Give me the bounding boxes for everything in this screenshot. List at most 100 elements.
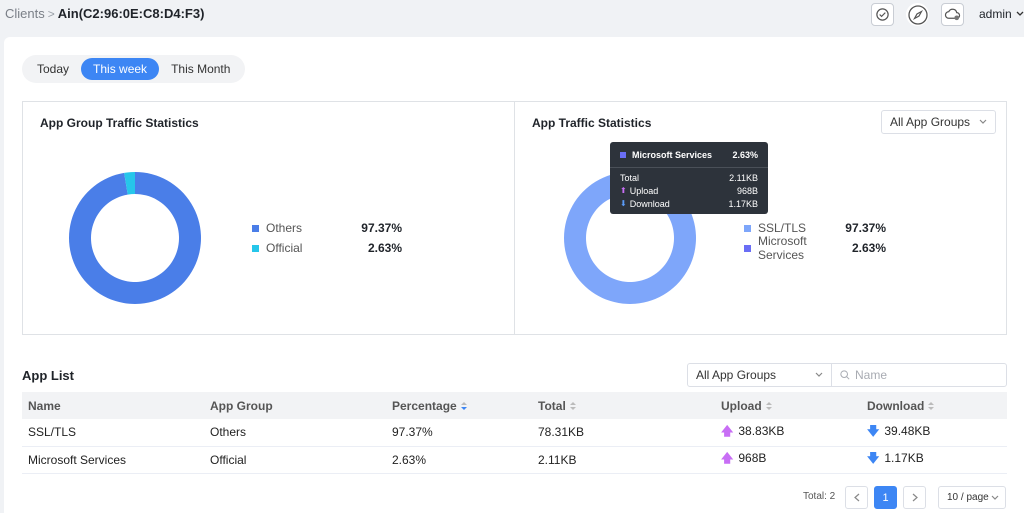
sort-icon[interactable] [928,401,935,411]
pagination-total: Total: 2 [803,491,836,502]
legend-label: SSL/TLS [758,221,807,235]
legend-value: 2.63% [851,241,886,255]
legend-item-official[interactable]: Official 2.63% [252,238,402,258]
pagination-next-button[interactable] [903,486,926,509]
chevron-down-icon [991,495,999,500]
tooltip-value: 968B [736,185,758,196]
tooltip-row-download: ⬇ Download 1.17KB [620,197,758,210]
chevron-left-icon [853,493,859,502]
legend-item-ssl-tls[interactable]: SSL/TLS 97.37% [744,218,886,238]
diagnose-icon [876,8,889,21]
chevron-right-icon [912,493,918,502]
page-size-value: 10 / page [947,492,989,503]
legend-swatch [744,224,751,232]
diagnose-icon-button[interactable] [871,3,894,26]
tooltip-label: Upload [629,185,659,196]
column-header-percentage[interactable]: Percentage [386,392,532,419]
app-group-donut-chart[interactable] [67,170,203,306]
user-menu[interactable]: admin [979,7,1024,21]
upload-arrow-icon: 🡅 [721,451,734,465]
app-list-group-select[interactable]: All App Groups [687,363,832,387]
app-search-input[interactable] [855,368,995,382]
app-group-filter-select[interactable]: All App Groups [881,110,996,134]
pagination-page-1[interactable]: 1 [874,486,897,509]
tooltip-divider [610,167,768,168]
tooltip-swatch [620,152,626,158]
app-list-title: App List [22,368,74,383]
cell-app-group: Others [210,425,247,440]
tooltip-header: Microsoft Services 2.63% [620,148,758,162]
sort-icon[interactable] [569,401,576,411]
legend-value: 97.37% [845,221,886,235]
app-search-box[interactable] [831,363,1007,387]
app-group-chart-title: App Group Traffic Statistics [40,116,199,130]
tooltip-row-upload: ⬆ Upload 968B [620,184,758,197]
app-list-group-value: All App Groups [696,368,777,382]
compass-icon [907,4,928,25]
breadcrumb: Clients > Ain(C2:96:0E:C8:D4:F3) [5,6,204,21]
cell-download: 🡇 39.48KB [867,423,931,438]
tooltip-label: Download [629,198,670,209]
table-row[interactable]: Microsoft Services Official 2.63% 2.11KB… [22,446,1007,473]
tooltip-label: Total [620,172,640,183]
app-group-legend: Others 97.37% Official 2.63% [252,218,402,258]
top-bar: Clients > Ain(C2:96:0E:C8:D4:F3) admin [0,0,1024,30]
download-arrow-icon: 🡇 [867,451,880,465]
legend-value: 97.37% [361,221,402,235]
time-range-this-month[interactable]: This Month [171,62,231,76]
legend-swatch [744,244,751,252]
column-header-download[interactable]: Download [861,392,1007,419]
donut-slice-others[interactable] [68,172,201,304]
chevron-down-icon [1016,11,1024,16]
download-arrow-icon: 🡇 [867,423,880,438]
app-legend: SSL/TLS 97.37% Microsoft Services 2.63% [744,218,886,262]
user-name: admin [979,7,1012,21]
app-chart-card: App Traffic Statistics All App Groups SS… [515,102,1007,334]
tooltip-value: 2.11KB [729,172,758,183]
compass-icon-button[interactable] [906,3,929,26]
pagination-prev-button[interactable] [845,486,868,509]
tooltip-title: Microsoft Services [632,150,713,160]
legend-label: Official [266,241,303,255]
legend-swatch [252,244,259,252]
column-header-name: Name [28,398,61,413]
table-row[interactable]: SSL/TLS Others 97.37% 78.31KB 🡅 38.83KB 🡇… [22,419,1007,446]
donut-slice-official[interactable] [124,172,135,195]
page-size-select[interactable]: 10 / page [938,486,1006,509]
legend-item-others[interactable]: Others 97.37% [252,218,402,238]
column-header-upload[interactable]: Upload [715,392,861,419]
time-range-this-week[interactable]: This week [81,58,160,80]
breadcrumb-separator: > [47,6,55,21]
column-header-total[interactable]: Total [532,392,715,419]
cell-upload: 🡅 38.83KB [721,423,785,438]
chart-tooltip: Microsoft Services 2.63% Total 2.11KB ⬆ … [610,142,768,214]
cell-percentage: 2.63% [392,452,427,467]
legend-item-microsoft-services[interactable]: Microsoft Services 2.63% [744,234,886,262]
time-range-today[interactable]: Today [37,62,70,76]
cell-total: 2.11KB [538,452,577,467]
breadcrumb-current: Ain(C2:96:0E:C8:D4:F3) [57,6,205,21]
tooltip-row-total: Total 2.11KB [620,171,758,184]
chevron-down-icon [815,372,823,377]
cloud-icon-button[interactable] [941,3,964,26]
time-range-selector: Today This week This Month [22,55,246,83]
cell-name: Microsoft Services [28,452,127,467]
cell-percentage: 97.37% [392,425,433,440]
breadcrumb-clients-link[interactable]: Clients [5,6,45,21]
sort-icon[interactable] [765,401,772,411]
sort-descending-icon[interactable] [460,401,467,411]
main-panel: Today This week This Month App Group Tra… [4,37,1024,513]
legend-value: 2.63% [367,241,402,255]
cell-total: 78.31KB [538,425,585,440]
cell-upload: 🡅 968B [721,451,767,465]
app-chart-title: App Traffic Statistics [532,116,652,130]
cell-name: SSL/TLS [28,425,77,440]
charts-container: App Group Traffic Statistics Others 97.3… [22,101,1007,335]
download-arrow-icon: ⬇ [620,199,627,208]
table-header-row: Name App Group Percentage Total Upload D… [22,392,1007,419]
legend-swatch [252,224,259,232]
legend-label: Others [266,221,303,235]
legend-label: Microsoft Services [758,234,807,262]
tooltip-value: 1.17KB [728,198,758,209]
upload-arrow-icon: 🡅 [721,423,734,438]
